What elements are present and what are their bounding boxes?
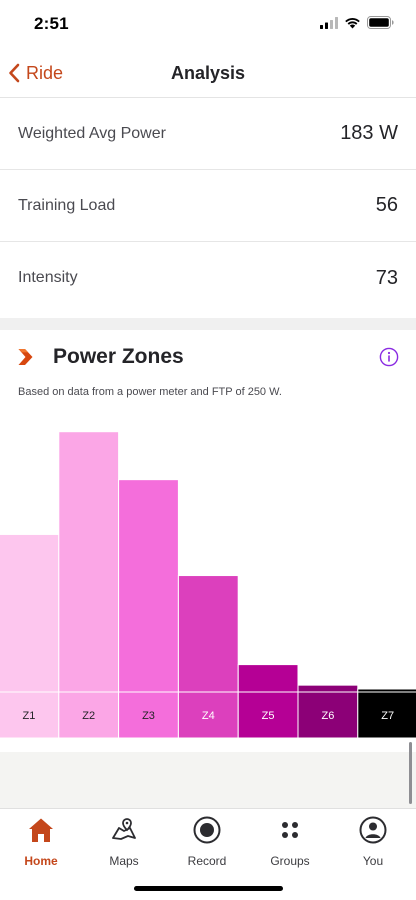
tab-groups[interactable]: Groups	[255, 815, 325, 871]
info-icon[interactable]	[379, 347, 399, 367]
zone-label-cell-z3	[118, 691, 179, 739]
back-button[interactable]: Ride	[8, 58, 63, 88]
profile-icon	[358, 815, 388, 845]
zone-tick-label: Z5	[262, 710, 275, 722]
power-zones-logo-icon	[18, 349, 33, 365]
page-title: Analysis	[170, 63, 246, 83]
wifi-icon	[345, 17, 360, 28]
zone-bar-z2	[58, 431, 120, 693]
power-zones-chart: Z1 Z2 Z3 Z4 Z5 Z6 Z7	[0, 431, 416, 739]
zone-bar-z5	[237, 664, 299, 693]
zone-tick-label: Z6	[321, 710, 334, 722]
tab-label: Maps	[109, 854, 139, 868]
power-zones-subtitle: Based on data from a power meter and FTP…	[18, 386, 282, 398]
stats-list: Weighted Avg Power 183 W Training Load 5…	[0, 98, 416, 314]
status-bar: 2:51	[0, 0, 416, 48]
stat-label: Training Load	[18, 196, 116, 214]
stat-value: 56	[375, 194, 398, 216]
zone-bar-z6	[297, 684, 359, 693]
power-zones-title: Power Zones	[53, 345, 184, 368]
nav-bar: Ride Analysis	[0, 48, 416, 98]
zone-tick-label: Z2	[82, 710, 95, 722]
tab-record[interactable]: Record	[172, 815, 242, 871]
zone-bar-z3	[118, 479, 179, 693]
zone-tick-label: Z7	[381, 710, 394, 722]
record-icon	[192, 815, 222, 845]
tab-label: Groups	[270, 854, 310, 868]
zone-bar-z4	[177, 575, 239, 693]
zone-label-cell-z6	[297, 691, 359, 739]
status-time: 2:51	[34, 14, 69, 33]
zone-tick-label: Z4	[202, 710, 215, 722]
tab-you[interactable]: You	[338, 815, 408, 871]
scroll-indicator[interactable]	[409, 742, 412, 804]
power-zones-header: Power Zones	[0, 344, 416, 372]
power-zones-card: Power Zones Based on data from a power m…	[0, 330, 416, 752]
stat-value: 183 W	[340, 122, 398, 144]
stat-row-training-load: Training Load 56	[0, 170, 416, 242]
tab-bar: Home Maps Record	[0, 808, 416, 900]
tab-label: You	[362, 854, 384, 868]
maps-icon	[110, 815, 138, 845]
tab-label: Home	[24, 854, 58, 868]
stat-value: 73	[375, 266, 398, 289]
zone-bar-z1	[0, 533, 60, 693]
zone-tick-label: Z3	[142, 710, 155, 722]
stat-row-intensity: Intensity 73	[0, 242, 416, 314]
tab-home[interactable]: Home	[6, 815, 76, 871]
stat-row-weighted-avg-power: Weighted Avg Power 183 W	[0, 98, 416, 170]
tab-maps[interactable]: Maps	[89, 815, 159, 871]
page-background	[0, 752, 416, 808]
stat-label: Weighted Avg Power	[18, 124, 166, 142]
back-button-label: Ride	[26, 62, 64, 83]
stat-label: Intensity	[18, 269, 78, 286]
battery-icon	[367, 16, 394, 29]
cellular-signal-icon	[320, 16, 338, 29]
status-icons	[320, 16, 394, 29]
groups-icon	[276, 815, 304, 845]
home-icon	[27, 815, 55, 845]
home-indicator	[134, 886, 283, 891]
tab-label: Record	[187, 854, 227, 868]
section-divider	[0, 318, 416, 330]
chevron-left-icon	[9, 63, 20, 83]
zone-tick-label: Z1	[22, 710, 35, 722]
